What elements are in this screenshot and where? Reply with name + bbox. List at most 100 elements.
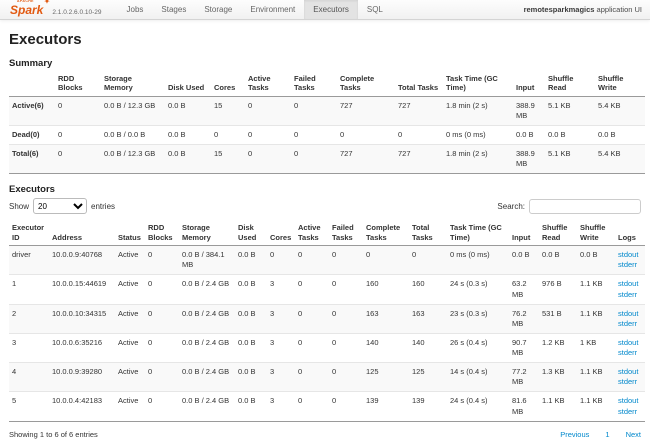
tab-jobs[interactable]: Jobs [126,5,144,14]
pagination-next[interactable]: Next [625,429,641,439]
executors-col-status[interactable]: Status [115,221,145,247]
apache-label: APACHE [17,0,34,3]
executor-cell: 10.0.0.15:44619 [49,274,115,305]
summary-cell: Total(6) [9,144,55,174]
summary-col-task-time-gc-time-[interactable]: Task Time (GC Time) [443,72,513,97]
stderr-log-link[interactable]: stderr [618,406,638,416]
page-size-select[interactable]: 20 [33,198,88,215]
summary-col-shuffle-write[interactable]: Shuffle Write [595,72,645,97]
executor-cell: 140 [409,332,447,363]
executor-cell: Active [115,274,145,305]
executor-cell: 163 [363,303,409,334]
executors-col-executor-id[interactable]: Executor ID [9,221,49,247]
executor-cell: 0 [298,250,303,260]
tab-executors[interactable]: Executors [304,0,358,19]
pagination-previous[interactable]: Previous [560,429,590,439]
stderr-log-link[interactable]: stderr [618,318,638,328]
executor-cell: 0 [329,303,363,334]
summary-col-failed-tasks[interactable]: Failed Tasks [291,72,337,97]
executors-col-complete-tasks[interactable]: Complete Tasks [363,221,409,247]
executor-cell: 0.0 B / 2.4 GB [179,391,235,422]
executor-row: 5 10.0.0.4:42183 Active 0 0.0 B / 2.4 GB 0.0 … [9,391,645,422]
executor-cell: 1.2 KB [539,332,577,363]
executor-cell: 0 [148,250,153,260]
executors-col-shuffle-read[interactable]: Shuffle Read [539,221,577,247]
spark-logo-area: APACHE Spark ✦ 2.1.0.2.6.0.10-29 [10,0,102,19]
executor-cell: 0 [295,362,329,392]
executors-col-failed-tasks[interactable]: Failed Tasks [329,221,363,247]
executor-cell: 0 [329,391,363,422]
executors-col-storage-memory[interactable]: Storage Memory [179,221,235,247]
executors-heading: Executors [9,184,55,196]
stderr-log-link[interactable]: stderr [618,289,638,299]
executors-col-disk-used[interactable]: Disk Used [235,221,267,247]
summary-col-shuffle-read[interactable]: Shuffle Read [545,72,595,97]
executors-col-input[interactable]: Input [509,221,539,247]
executor-cell: 10.0.0.4:42183 [49,391,115,422]
summary-col-active-tasks[interactable]: Active Tasks [245,72,291,97]
summary-col-cores[interactable]: Cores [211,72,245,97]
show-label: Show [9,201,30,211]
tab-storage[interactable]: Storage [204,5,233,14]
search-input[interactable] [529,198,641,214]
executor-cell: 0 [332,250,337,260]
tab-sql[interactable]: SQL [366,5,383,14]
stderr-log-link[interactable]: stderr [618,260,638,270]
tab-stages[interactable]: Stages [161,5,187,14]
summary-col-rdd-blocks[interactable]: RDD Blocks [55,72,101,97]
executors-col-address[interactable]: Address [49,221,115,247]
summary-cell: 727 [340,100,353,110]
executor-cell: 0 [145,274,179,305]
summary-cell: 388.9 MB [516,100,535,120]
executors-table-body: driver 10.0.0.9:40768 Active 0 0.0 B / 384.1… [9,245,645,422]
spark-logo[interactable]: APACHE Spark ✦ [10,0,50,16]
pagination: Previous 1 Next [544,430,641,439]
executors-col-task-time-gc-time-[interactable]: Task Time (GC Time) [447,221,509,247]
executor-cell: 0.0 B [542,250,560,260]
executor-cell: 1.1 KB [539,391,577,422]
stdout-log-link[interactable]: stdout [618,337,639,347]
summary-col-row-label[interactable] [9,72,55,97]
executor-cell: 0 [145,362,179,392]
executors-header-row: Executor ID Address Status RDD Blocks Storag… [9,221,645,247]
summary-col-disk-used[interactable]: Disk Used [165,72,211,97]
executors-col-cores[interactable]: Cores [267,221,295,247]
executors-col-logs[interactable]: Logs [615,221,645,247]
executors-col-total-tasks[interactable]: Total Tasks [409,221,447,247]
summary-col-complete-tasks[interactable]: Complete Tasks [337,72,395,97]
executor-logs-cell: stdout stderr [615,303,645,334]
executor-cell: 10.0.0.10:34315 [49,303,115,334]
pagination-page-1[interactable]: 1 [605,429,610,439]
executor-logs-cell: stdout stderr [615,274,645,305]
summary-col-storage-memory[interactable]: Storage Memory [101,72,165,97]
stdout-log-link[interactable]: stdout [618,250,639,260]
executor-cell: 3 [267,303,295,334]
stdout-log-link[interactable]: stdout [618,367,639,377]
main-content: Executors Summary RDD Blocks Storage Memo… [0,31,650,439]
summary-table: RDD Blocks Storage Memory Disk Used Cores Ac… [9,72,645,175]
spark-star-icon: ✦ [43,0,51,6]
stdout-log-link[interactable]: stdout [618,279,639,289]
executors-col-rdd-blocks[interactable]: RDD Blocks [145,221,179,247]
stdout-log-link[interactable]: stdout [618,396,639,406]
stderr-log-link[interactable]: stderr [618,377,638,387]
summary-cell: 0 [294,100,299,110]
tab-environment[interactable]: Environment [250,5,296,14]
app-ui-label: remotesparkmagics application UI [524,0,642,19]
executor-cell: 1.1 KB [577,362,615,392]
executors-col-active-tasks[interactable]: Active Tasks [295,221,329,247]
executor-cell: 140 [363,332,409,363]
executor-cell: 0.0 B / 2.4 GB [179,332,235,363]
executor-cell: 1.1 KB [577,274,615,305]
executor-cell: 125 [409,362,447,392]
summary-col-total-tasks[interactable]: Total Tasks [395,72,443,97]
executor-cell: 1 KB [577,332,615,363]
summary-col-input[interactable]: Input [513,72,545,97]
executor-cell: 10.0.0.9:39280 [49,362,115,392]
executor-cell: Active [115,362,145,392]
stdout-log-link[interactable]: stdout [618,308,639,318]
stderr-log-link[interactable]: stderr [618,348,638,357]
executors-col-shuffle-write[interactable]: Shuffle Write [577,221,615,247]
summary-cell: 15 [214,100,223,110]
executor-cell: 0.0 B / 2.4 GB [179,303,235,334]
